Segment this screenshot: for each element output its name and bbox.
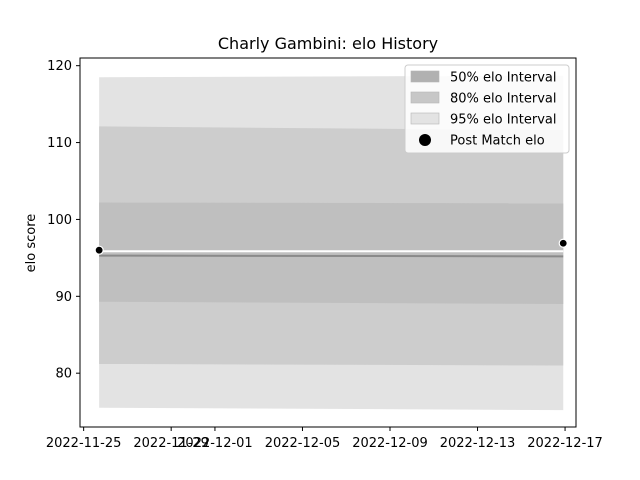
axes-frame xyxy=(79,57,577,428)
chart-title: Charly Gambini: elo History xyxy=(218,34,438,53)
legend-label-1: 80% elo Interval xyxy=(450,92,557,107)
legend-label-3: Post Match elo xyxy=(450,134,545,149)
x-tick-label: 2022-12-05 xyxy=(265,436,341,451)
plot-area xyxy=(94,75,568,411)
legend-swatch-1 xyxy=(410,91,440,104)
post-match-point-0 xyxy=(94,245,104,255)
x-tick-label: 2022-12-17 xyxy=(527,436,603,451)
x-tick-label: 2022-12-01 xyxy=(177,436,253,451)
legend-box xyxy=(404,64,570,154)
x-tick-label: 2022-11-25 xyxy=(46,436,122,451)
legend-marker xyxy=(419,134,431,146)
legend-label-2: 95% elo Interval xyxy=(450,113,557,128)
x-tick-label: 2022-12-09 xyxy=(352,436,428,451)
y-axis-label: elo score xyxy=(24,214,39,273)
y-tick-label: 80 xyxy=(55,367,72,382)
legend-swatch-0 xyxy=(410,70,440,83)
legend: 50% elo Interval 80% elo Interval 95% elo … xyxy=(404,64,570,154)
y-tick-label: 90 xyxy=(55,290,72,305)
y-tick-label: 120 xyxy=(47,59,72,74)
y-tick-label: 100 xyxy=(47,213,72,228)
post-match-point-1 xyxy=(558,238,568,248)
legend-label-0: 50% elo Interval xyxy=(450,71,557,86)
mean-elo-line xyxy=(99,254,564,258)
x-tick-label: 2022-12-13 xyxy=(440,436,516,451)
y-tick-label: 110 xyxy=(47,136,72,151)
x-tick-label: 2022-11-29 xyxy=(133,436,209,451)
interval-band-2 xyxy=(99,202,564,304)
legend-swatch-2 xyxy=(410,112,440,125)
y-axis-ticks: 80 90 100 110 120 xyxy=(47,59,80,382)
